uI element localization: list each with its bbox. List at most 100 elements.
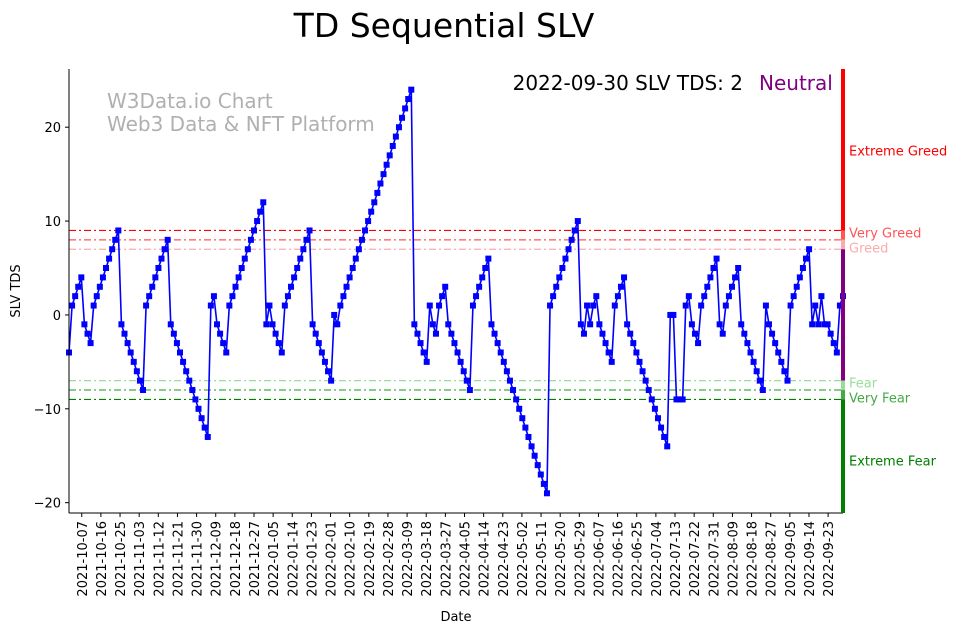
data-point (658, 424, 665, 431)
data-point (510, 387, 517, 394)
x-tick-label: 2021-12-18 (229, 521, 244, 597)
data-point (485, 255, 492, 262)
sentiment-bar-segment (841, 230, 845, 240)
data-point (207, 302, 214, 309)
data-point (112, 236, 119, 243)
data-point (167, 321, 174, 328)
data-point (355, 246, 362, 253)
data-point (75, 283, 82, 290)
data-point (352, 255, 359, 262)
series-line (68, 89, 844, 494)
data-point (522, 424, 529, 431)
data-point (254, 218, 261, 225)
latest-annotation: 2022-09-30 SLV TDS: 2 (513, 71, 743, 95)
data-point (673, 396, 680, 403)
data-point (494, 340, 501, 347)
data-point (328, 377, 335, 384)
data-point (664, 443, 671, 450)
x-tick-label: 2021-10-07 (76, 521, 91, 597)
data-point (217, 330, 224, 337)
data-point (133, 368, 140, 375)
data-point (198, 415, 205, 422)
x-tick-label: 2022-01-14 (286, 521, 301, 597)
data-point (136, 377, 143, 384)
x-tick-label: 2022-03-27 (439, 521, 454, 597)
data-point (432, 330, 439, 337)
data-point (790, 293, 797, 300)
data-point (707, 274, 714, 281)
data-point (229, 293, 236, 300)
data-point (568, 236, 575, 243)
x-tick-label: 2022-02-19 (363, 521, 378, 597)
data-point (334, 321, 341, 328)
data-point (346, 274, 353, 281)
data-point (106, 255, 113, 262)
data-point (275, 340, 282, 347)
data-point (161, 246, 168, 253)
data-point (701, 293, 708, 300)
data-point (269, 321, 276, 328)
data-point (195, 405, 202, 412)
data-point (81, 321, 88, 328)
x-tick-label: 2022-01-23 (305, 521, 320, 597)
x-tick-label: 2022-03-18 (420, 521, 435, 597)
data-point (417, 340, 424, 347)
data-point (602, 340, 609, 347)
data-point (571, 227, 578, 234)
data-point (362, 227, 369, 234)
data-point (596, 321, 603, 328)
data-point (710, 265, 717, 272)
data-point (177, 349, 184, 356)
data-point (69, 302, 76, 309)
x-tick-label: 2022-06-16 (612, 521, 627, 597)
data-point (778, 358, 785, 365)
data-point (769, 330, 776, 337)
data-point (491, 330, 498, 337)
data-point (405, 96, 412, 103)
data-point (448, 330, 455, 337)
chart-title: TD Sequential SLV (293, 6, 595, 45)
sentiment-bar-segment (841, 239, 845, 250)
data-point (503, 368, 510, 375)
data-point (90, 302, 97, 309)
data-point (793, 283, 800, 290)
x-tick-label: 2022-01-05 (267, 521, 282, 597)
data-point (735, 265, 742, 272)
data-point (488, 321, 495, 328)
x-tick-label: 2021-11-12 (152, 521, 167, 597)
data-point (556, 274, 563, 281)
data-point (109, 246, 116, 253)
x-tick-label: 2022-07-22 (688, 521, 703, 597)
data-point (670, 311, 677, 318)
data-point (180, 358, 187, 365)
x-tick-label: 2022-04-23 (497, 521, 512, 597)
data-point (815, 321, 822, 328)
data-point (809, 321, 816, 328)
data-point (457, 358, 464, 365)
x-tick-label: 2022-05-02 (516, 521, 531, 597)
data-point (272, 330, 279, 337)
y-tick-label: −20 (34, 497, 61, 512)
data-point (241, 255, 248, 262)
data-point (315, 340, 322, 347)
data-point (531, 452, 538, 459)
data-point (553, 283, 560, 290)
y-tick-label: −10 (34, 403, 61, 418)
data-point (146, 293, 153, 300)
data-point (192, 396, 199, 403)
data-point (115, 227, 122, 234)
x-tick-label: 2022-04-05 (459, 521, 474, 597)
data-point (309, 321, 316, 328)
data-point (183, 368, 190, 375)
threshold-label: Very Greed (849, 226, 921, 241)
data-point (547, 302, 554, 309)
data-point (806, 246, 813, 253)
x-tick-label: 2022-07-13 (669, 521, 684, 597)
data-point (639, 368, 646, 375)
x-tick-label: 2022-09-05 (784, 521, 799, 597)
data-point (698, 302, 705, 309)
data-point (691, 330, 698, 337)
data-point (96, 283, 103, 290)
data-point (371, 199, 378, 206)
data-point (377, 180, 384, 187)
